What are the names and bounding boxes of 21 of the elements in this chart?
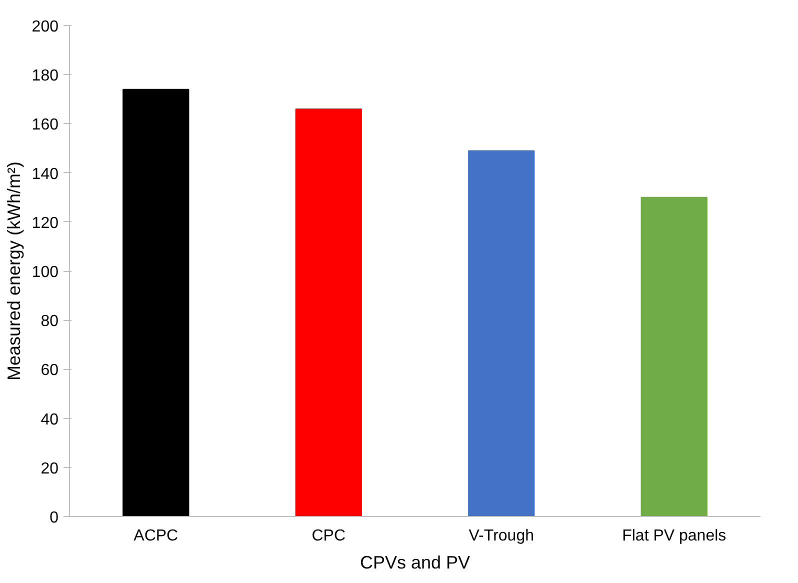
y-axis-title: Measured energy (kWh/m²) — [4, 161, 24, 381]
bar — [640, 196, 708, 516]
bar — [122, 88, 190, 516]
y-tick-label: 200 — [32, 18, 59, 36]
x-tick-label: ACPC — [134, 528, 178, 544]
y-tick-label: 100 — [32, 264, 59, 281]
x-tick-label: CPC — [312, 528, 346, 544]
y-tick-label: 20 — [40, 460, 59, 478]
bar — [468, 150, 535, 516]
y-tick-label: 160 — [32, 116, 59, 134]
y-tick-label: 180 — [32, 68, 59, 85]
x-tick-label: Flat PV panels — [622, 528, 726, 544]
y-tick-label: 120 — [32, 214, 59, 232]
y-tick-label: 0 — [50, 510, 59, 526]
y-tick-label: 80 — [40, 313, 59, 330]
x-tick-label: V-Trough — [468, 528, 534, 544]
y-tick-label: 60 — [40, 362, 59, 380]
y-tick-label: 140 — [32, 166, 59, 183]
y-tick-label: 40 — [40, 411, 59, 428]
x-axis-title: CPVs and PV — [360, 552, 470, 572]
bar — [295, 108, 362, 516]
